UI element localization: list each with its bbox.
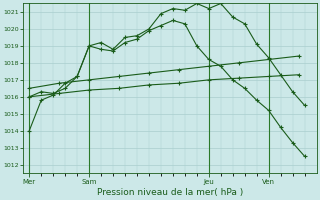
X-axis label: Pression niveau de la mer( hPa ): Pression niveau de la mer( hPa )	[97, 188, 243, 197]
